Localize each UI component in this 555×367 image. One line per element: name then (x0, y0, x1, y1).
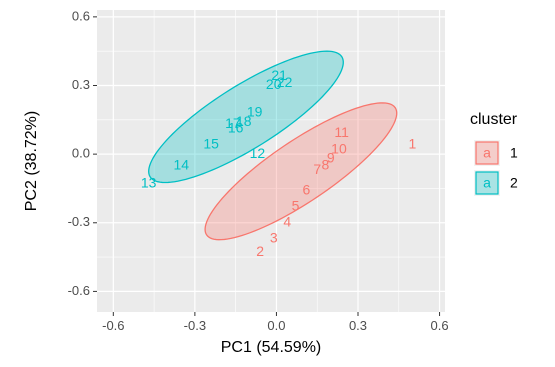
x-tick-label: 0.0 (267, 318, 285, 333)
point-label-6: 6 (302, 181, 310, 197)
point-label-7: 7 (313, 161, 321, 177)
point-label-15: 15 (203, 136, 219, 152)
point-label-16: 16 (228, 120, 244, 136)
point-label-13: 13 (141, 175, 157, 191)
legend-label-1: 1 (510, 145, 518, 161)
grid-lines (97, 10, 445, 312)
point-label-20: 20 (266, 76, 282, 92)
legend-title: cluster (470, 111, 518, 128)
point-label-3: 3 (270, 229, 278, 245)
point-label-4: 4 (283, 213, 291, 229)
point-label-22: 22 (277, 74, 293, 90)
x-tick-label: 0.6 (431, 318, 449, 333)
x-tick-label: 0.3 (349, 318, 367, 333)
legend-key-glyph: a (483, 145, 491, 161)
point-label-21: 21 (271, 67, 287, 83)
point-label-1: 1 (408, 136, 416, 152)
legend-key-glyph: a (483, 175, 491, 191)
y-tick-label: 0.0 (72, 146, 90, 161)
y-axis-title: PC2 (38.72%) (23, 111, 40, 212)
legend-key-1 (475, 141, 499, 165)
legend-key-2 (475, 171, 499, 195)
cluster-1-ellipse (204, 102, 398, 241)
y-tick-label: 0.6 (72, 8, 90, 23)
x-axis-title: PC1 (54.59%) (221, 339, 322, 356)
cluster-ellipses (148, 50, 398, 241)
point-label-2: 2 (256, 243, 264, 259)
cluster-2-ellipse (148, 50, 344, 184)
point-label-19: 19 (247, 104, 263, 120)
point-label-9: 9 (327, 149, 335, 165)
point-label-14: 14 (173, 156, 189, 172)
point-label-18: 18 (236, 113, 252, 129)
point-label-10: 10 (331, 140, 347, 156)
legend-label-2: 2 (510, 175, 518, 191)
point-label-12: 12 (250, 145, 266, 161)
y-tick-label: 0.3 (72, 77, 90, 92)
legend-key-bg (474, 140, 500, 166)
legend: cluster a 1 a 2 (470, 111, 518, 196)
plot-panel (97, 10, 445, 312)
axis-ticks: -0.6 -0.3 0.0 0.3 0.6 -0.6 -0.3 0.0 0.3 0.6 (68, 8, 449, 333)
point-label-17: 17 (225, 115, 241, 131)
point-label-8: 8 (321, 156, 329, 172)
point-label-11: 11 (334, 124, 349, 140)
legend-key-bg (474, 170, 500, 196)
y-tick-label: -0.3 (68, 214, 90, 229)
x-tick-label: -0.6 (102, 318, 124, 333)
point-label-5: 5 (292, 197, 300, 213)
y-tick-label: -0.6 (68, 283, 90, 298)
x-tick-label: -0.3 (184, 318, 206, 333)
